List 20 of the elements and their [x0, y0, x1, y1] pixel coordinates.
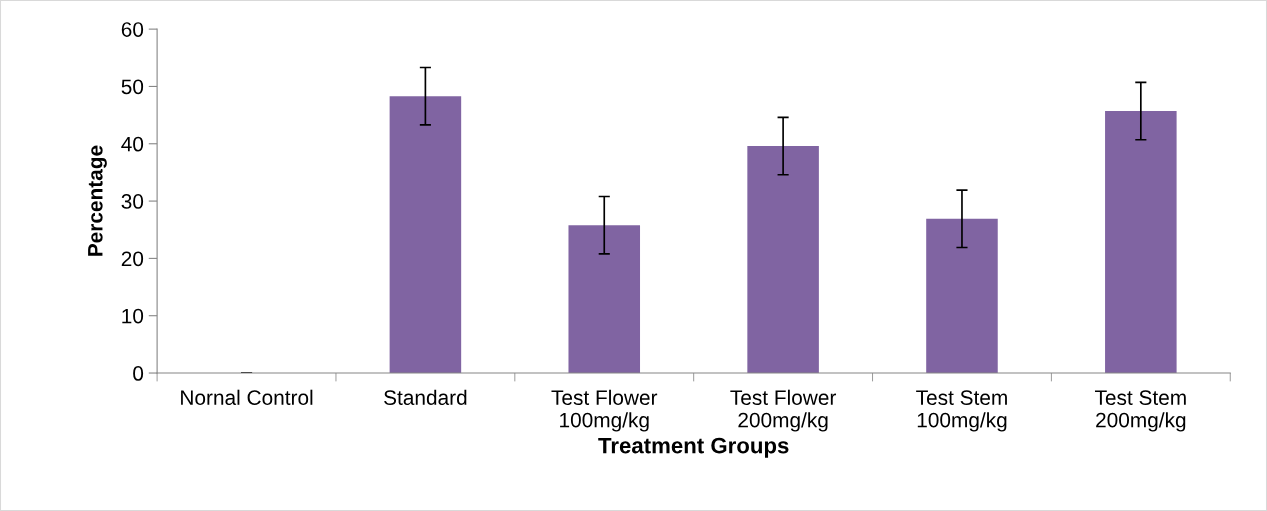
y-tick-label: 10 [122, 308, 144, 324]
y-tick-label: 40 [121, 136, 144, 152]
bar [568, 225, 641, 374]
bar [747, 146, 819, 374]
x-tick-label: Test Stem 100mg/kg [916, 390, 1007, 432]
bar [389, 96, 462, 374]
x-tick-label: Test Stem 200mg/kg [1094, 390, 1186, 432]
y-tick-label: 60 [121, 22, 144, 37]
bar [926, 218, 998, 374]
y-tick-label: 50 [121, 79, 144, 95]
x-axis-title: Treatment Groups [598, 437, 789, 458]
x-tick-label: Nornal Control [181, 389, 313, 405]
y-tick-label: 0 [133, 366, 144, 381]
x-tick-label: Standard [384, 389, 467, 405]
x-tick-label: Test Flower 100mg/kg [551, 389, 658, 432]
bar [1105, 111, 1177, 374]
x-tick-label: Test Flower 200mg/kg [730, 389, 837, 432]
y-axis-title: Percentage [88, 145, 107, 256]
y-tick-label: 30 [121, 194, 144, 209]
y-tick-label: 20 [121, 251, 144, 267]
